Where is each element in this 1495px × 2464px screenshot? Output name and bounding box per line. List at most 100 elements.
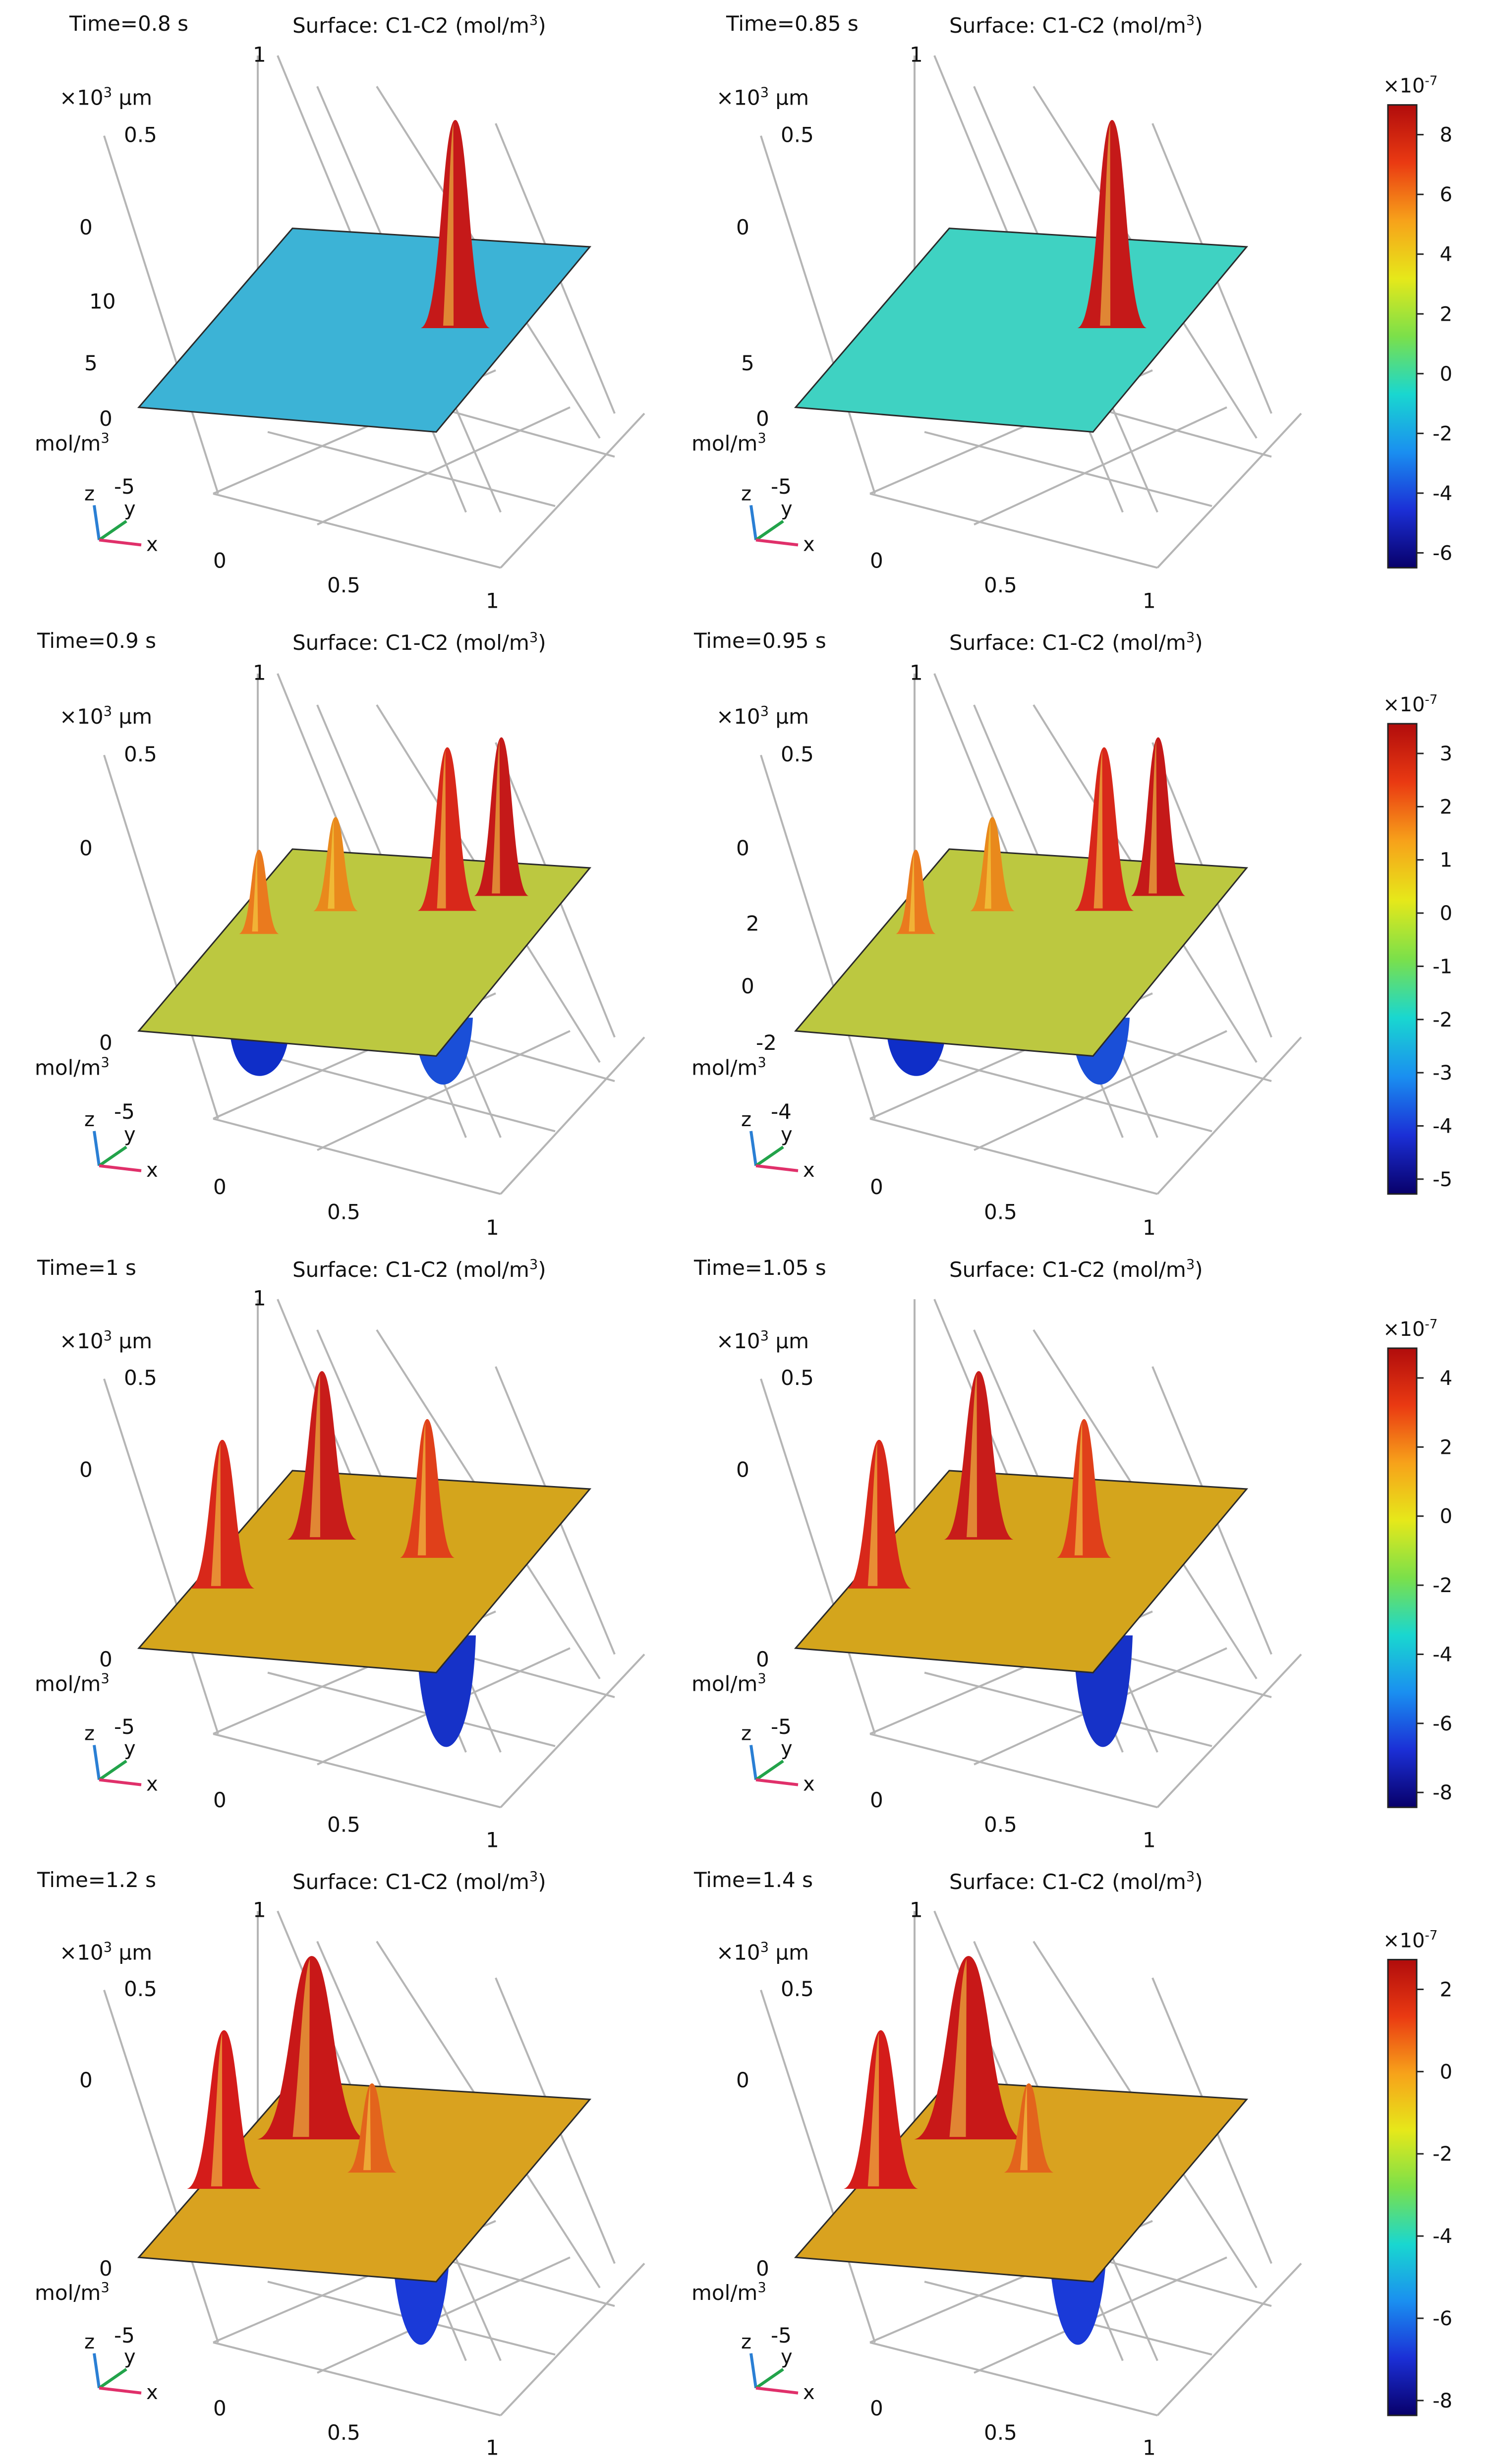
axis-x-label: x: [146, 2381, 158, 2404]
colorbar-tick: 2: [1440, 303, 1452, 326]
x-tick: 1: [1143, 1215, 1156, 1240]
axis-x-label: x: [803, 2381, 815, 2404]
z-tick: -5: [114, 1715, 135, 1739]
y-tick: 1: [253, 43, 266, 67]
x-tick: 0.5: [327, 1813, 360, 1837]
colorbar-tick: -4: [1433, 1643, 1452, 1666]
y-tick: 1: [253, 1898, 266, 1922]
z-tick: -2: [756, 1031, 777, 1055]
surface-plot-panel: Time=0.9 s Surface: C1-C2 (mol/m3) ×103 μm…: [35, 629, 645, 1240]
z-tick: 0: [99, 1647, 113, 1671]
axis-z-label: z: [84, 1108, 95, 1131]
surface-peak: [914, 1956, 1023, 2140]
surface-plane: [137, 1470, 592, 1674]
surface-peak: [347, 2083, 397, 2173]
colorbar: ×10-7 3 2 1 0 -1 -2 -3 -4 -5: [1383, 692, 1452, 1195]
z-tick: 0: [756, 2256, 769, 2281]
surface-peak: [1057, 1419, 1111, 1558]
surface-peak: [847, 1439, 912, 1589]
y-tick: 0: [79, 1457, 93, 1482]
surface-title: Surface: C1-C2 (mol/m3): [949, 13, 1203, 38]
z-tick: 10: [89, 289, 115, 314]
axis-x-label: x: [146, 1773, 158, 1796]
surface-highlight: [492, 740, 500, 894]
colorbar-tick: 0: [1440, 363, 1452, 386]
z-tick: -4: [771, 1099, 792, 1124]
surface-highlight: [1100, 122, 1110, 326]
x-tick: 0: [870, 548, 883, 573]
surface-peak: [896, 850, 936, 934]
y-tick: 0: [736, 215, 749, 239]
surface-plane: [137, 848, 592, 1057]
surface-highlight: [1074, 1422, 1083, 1555]
y-unit-label: ×103 μm: [59, 1940, 152, 1964]
axis-z-label: z: [84, 482, 95, 505]
z-unit-label: mol/m3: [691, 2280, 766, 2305]
y-tick: 0: [79, 2068, 93, 2092]
axis-triad: z yx: [741, 482, 815, 556]
surface-title: Surface: C1-C2 (mol/m3): [292, 1869, 546, 1894]
z-tick: 0: [99, 2256, 113, 2281]
z-tick: -5: [114, 474, 135, 499]
y-tick: 0.5: [124, 1366, 157, 1390]
colorbar-tick: -8: [1433, 1781, 1452, 1804]
z-unit-label: mol/m3: [691, 431, 766, 456]
axis-x-label: x: [146, 1159, 158, 1182]
axis-y-label: y: [124, 497, 136, 520]
colorbar-tick: -2: [1433, 1574, 1452, 1597]
x-tick: 0: [870, 2396, 883, 2420]
surface-peak: [187, 2030, 261, 2189]
colorbar-tick: 4: [1440, 1367, 1452, 1390]
surface-highlight: [417, 1422, 426, 1555]
axis-triad: z yx: [84, 1722, 158, 1796]
colorbar-gradient: [1387, 104, 1418, 569]
z-tick: 0: [99, 1031, 113, 1055]
surface-title: Surface: C1-C2 (mol/m3): [949, 1869, 1203, 1894]
surface-highlight: [437, 750, 446, 909]
x-tick: 0.5: [327, 573, 360, 597]
y-unit-label: ×103 μm: [59, 1328, 152, 1353]
colorbar-tick: -2: [1433, 422, 1452, 445]
surface-highlight: [363, 2086, 371, 2171]
surface-highlight: [984, 820, 991, 909]
x-tick: 0.5: [327, 1200, 360, 1224]
colorbar-exponent: ×10-7: [1383, 692, 1438, 716]
x-tick: 0.5: [327, 2420, 360, 2445]
colorbar-tick: -2: [1433, 1009, 1452, 1031]
surface-highlight: [867, 1442, 878, 1586]
z-unit-label: mol/m3: [691, 1055, 766, 1080]
x-tick: 0.5: [984, 573, 1017, 597]
colorbar-tick: 6: [1440, 183, 1452, 206]
surface-highlight: [909, 853, 915, 932]
surface-highlight: [1020, 2086, 1028, 2171]
colorbar: ×10-7 8 6 4 2 0 -2 -4 -6: [1383, 73, 1452, 569]
surface-plane: [137, 228, 592, 433]
surface-plot-panel: Time=1 s Surface: C1-C2 (mol/m3) ×103 μm 1 0…: [35, 1256, 645, 1852]
surface-peak: [844, 2030, 918, 2189]
colorbar-tick: 2: [1440, 1978, 1452, 2001]
colorbar-tick: 3: [1440, 743, 1452, 765]
colorbar-tick: 2: [1440, 796, 1452, 818]
surface-plot-panel: Time=1.4 s Surface: C1-C2 (mol/m3) ×103 μm…: [691, 1868, 1302, 2460]
surface-plot-panel: Time=0.85 s Surface: C1-C2 (mol/m3) ×103 μ…: [691, 11, 1302, 613]
x-tick: 0: [213, 1788, 227, 1812]
y-tick: 0: [736, 836, 749, 860]
y-tick: 0.5: [781, 742, 814, 766]
z-tick: 0: [99, 406, 113, 431]
colorbar-tick: 0: [1440, 1505, 1452, 1528]
axis-y-label: y: [781, 1123, 793, 1146]
z-tick: 0: [756, 1647, 769, 1671]
colorbar-tick: 0: [1440, 2061, 1452, 2083]
y-tick: 1: [253, 661, 266, 685]
y-tick: 1: [910, 1898, 923, 1922]
axis-triad: z yx: [84, 1108, 158, 1182]
axis-y-label: y: [781, 1737, 793, 1760]
y-tick: 0.5: [781, 1366, 814, 1390]
axis-x-label: x: [803, 1773, 815, 1796]
axis-z-label: z: [84, 2331, 95, 2353]
colorbar-tick: -4: [1433, 1115, 1452, 1138]
axis-x-label: x: [146, 533, 158, 556]
y-unit-label: ×103 μm: [59, 85, 152, 110]
x-tick: 0: [213, 2396, 227, 2420]
